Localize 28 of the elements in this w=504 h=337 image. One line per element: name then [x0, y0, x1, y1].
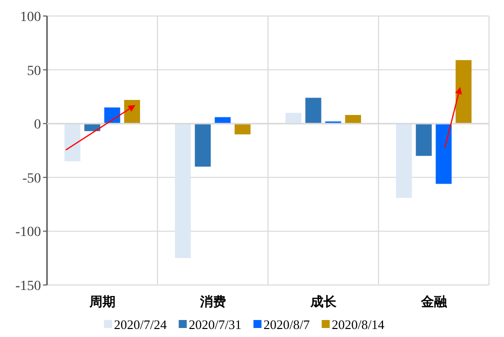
x-tick-label: 消费: [198, 295, 226, 310]
bar: [345, 114, 362, 124]
y-tick-label: -50: [22, 171, 41, 186]
legend-label: 2020/7/24: [114, 317, 168, 332]
y-tick-label: -100: [15, 225, 41, 240]
bar: [305, 98, 322, 124]
x-tick-label: 周期: [88, 295, 116, 310]
bar: [64, 124, 80, 162]
y-tick-label: 100: [20, 10, 41, 25]
y-tick-label: 0: [34, 118, 41, 133]
legend-label: 2020/7/31: [188, 317, 242, 332]
bar: [104, 107, 120, 124]
legend-label: 2020/8/14: [332, 317, 385, 332]
bar: [456, 60, 472, 124]
bar: [416, 124, 432, 156]
x-tick-label: 成长: [309, 295, 338, 310]
bar: [436, 124, 452, 184]
bar: [234, 124, 251, 134]
bar: [214, 117, 231, 124]
bar: [194, 124, 211, 167]
x-tick-label: 金融: [420, 295, 448, 310]
bar: [285, 112, 302, 124]
bar: [124, 100, 140, 124]
y-tick-label: 50: [27, 64, 41, 79]
y-tick-label: -150: [15, 279, 41, 294]
bar: [174, 124, 191, 258]
legend-label: 2020/8/7: [263, 317, 310, 332]
bar: [396, 124, 412, 198]
